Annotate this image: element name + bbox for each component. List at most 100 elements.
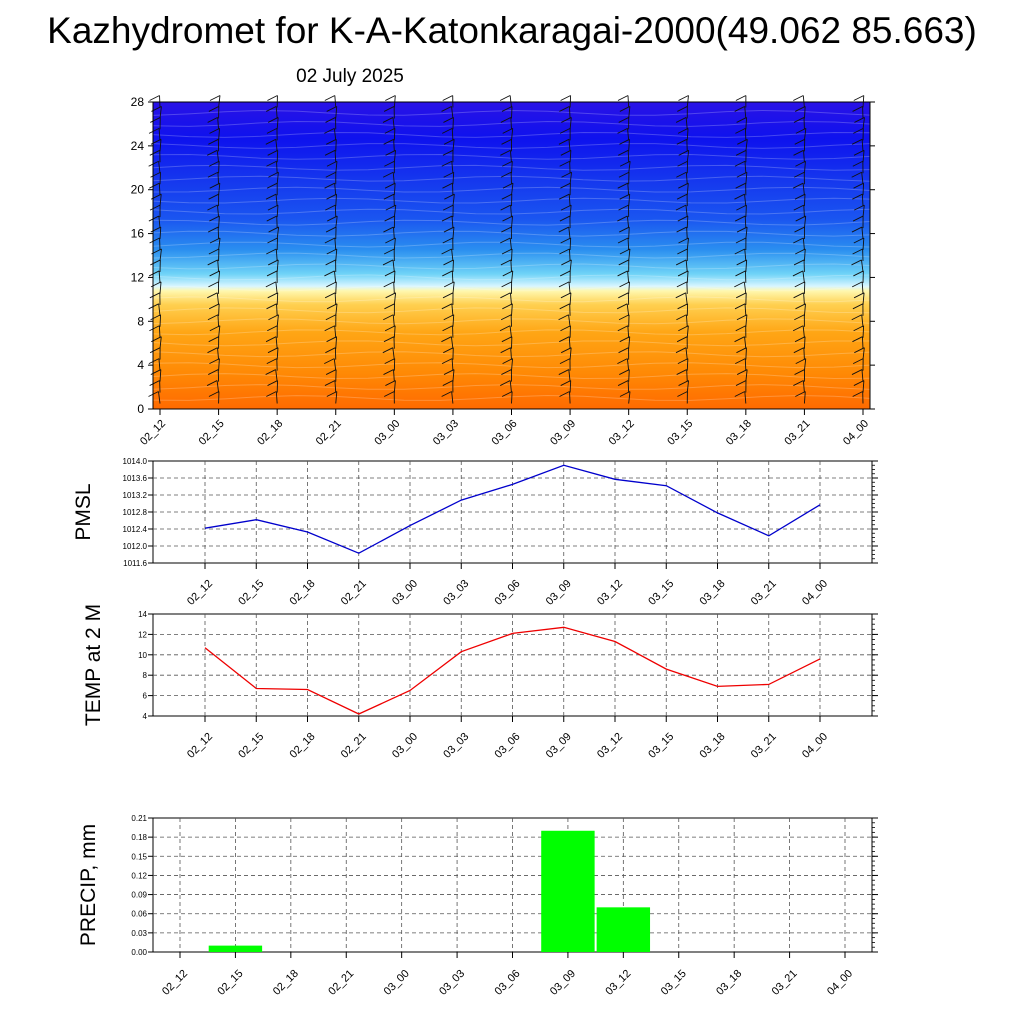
wind-barb — [559, 358, 571, 365]
wind-barb — [744, 391, 747, 404]
temp-xtick-label: 03_21 — [749, 731, 779, 761]
heatmap-contour — [152, 384, 871, 390]
wind-barb — [735, 149, 747, 156]
wind-barb — [208, 106, 220, 112]
wind-barb — [853, 95, 864, 101]
wind-barb — [559, 215, 571, 222]
wind-barb — [393, 150, 397, 163]
wind-barb — [558, 314, 569, 321]
wind-barb — [499, 237, 511, 244]
wind-barb — [452, 227, 455, 240]
wind-barb — [851, 138, 863, 145]
wind-barb — [569, 259, 572, 272]
wind-barb — [853, 237, 865, 244]
wind-barb — [853, 182, 864, 189]
precip-xtick-label: 02_15 — [215, 968, 245, 998]
precip-xtick-label: 03_03 — [437, 968, 467, 998]
wind-barb — [569, 237, 572, 251]
wind-barb — [743, 281, 747, 294]
wind-barb — [217, 205, 220, 218]
wind-barb — [745, 369, 748, 382]
wind-barb — [617, 182, 628, 189]
wind-barb — [383, 314, 394, 321]
wind-barb — [618, 204, 629, 211]
wind-barb — [393, 325, 396, 338]
wind-barb — [208, 138, 219, 145]
wind-barb — [627, 270, 630, 283]
precip-xtick-label: 03_21 — [770, 968, 800, 998]
wind-barb — [853, 270, 864, 277]
wind-barb — [627, 380, 630, 393]
wind-barb — [441, 303, 453, 310]
wind-barb — [502, 358, 513, 365]
wind-barb — [326, 138, 337, 145]
wind-barb — [324, 127, 335, 134]
wind-barb — [560, 292, 572, 299]
wind-barb — [803, 194, 806, 207]
temp-xtick-label: 02_18 — [288, 731, 318, 761]
wind-barb — [150, 314, 161, 321]
wind-barb — [325, 369, 337, 375]
wind-barb — [568, 106, 571, 119]
wind-barb — [208, 160, 220, 167]
wind-barb — [569, 292, 572, 305]
wind-barb — [803, 205, 805, 218]
wind-barb — [735, 358, 746, 365]
precip-xtick-label: 03_18 — [714, 968, 744, 998]
heatmap-ytick-label: 0 — [137, 402, 144, 416]
wind-barb — [795, 248, 806, 255]
wind-barb — [862, 237, 865, 251]
wind-barb — [794, 171, 805, 178]
wind-barb — [862, 292, 865, 305]
wind-barb — [334, 183, 337, 196]
wind-barb — [735, 127, 746, 134]
pmsl-xtick-label: 02_15 — [236, 578, 266, 608]
precip-ytick-label: 0.15 — [131, 852, 147, 861]
wind-barb — [335, 216, 338, 229]
wind-barb — [558, 369, 570, 375]
wind-barb — [158, 391, 161, 404]
wind-barb — [500, 171, 512, 178]
wind-barb — [443, 117, 454, 123]
wind-barb — [384, 391, 395, 397]
chart-title: Kazhydromet for K-A-Katonkaragai-2000(49… — [47, 10, 977, 51]
wind-barb — [275, 369, 278, 382]
wind-barb — [852, 303, 864, 310]
wind-barb — [276, 259, 279, 272]
wind-barb — [793, 117, 805, 123]
pmsl-ytick-label: 1012.8 — [123, 508, 148, 517]
wind-barb — [510, 347, 512, 360]
wind-barb — [218, 95, 221, 108]
temp-ytick-label: 8 — [143, 671, 148, 680]
wind-barb — [735, 270, 746, 277]
wind-barb — [686, 128, 689, 141]
heatmap-contour — [152, 307, 871, 314]
wind-barb — [568, 314, 571, 327]
wind-barb — [744, 358, 747, 371]
wind-barb — [159, 336, 162, 349]
wind-barb — [510, 259, 512, 272]
wind-barb — [275, 194, 278, 207]
wind-barb — [451, 270, 454, 283]
wind-barb — [676, 171, 687, 178]
wind-barb — [392, 117, 395, 130]
wind-barb — [793, 95, 804, 101]
wind-barb — [208, 281, 219, 288]
wind-barb — [217, 314, 220, 327]
wind-barb — [862, 150, 865, 163]
wind-barb — [209, 127, 220, 134]
wind-barb — [617, 270, 628, 277]
wind-barb — [335, 303, 338, 316]
wind-barb — [511, 270, 514, 283]
wind-barb — [569, 95, 572, 108]
wind-barb — [569, 117, 572, 130]
wind-barb — [685, 172, 688, 185]
wind-barb — [158, 161, 161, 174]
wind-barb — [324, 358, 335, 365]
wind-barb — [802, 237, 805, 251]
wind-barb — [511, 106, 513, 119]
wind-barb — [559, 336, 570, 343]
wind-barb — [267, 380, 278, 386]
wind-barb — [324, 380, 336, 386]
wind-barb — [382, 259, 394, 266]
